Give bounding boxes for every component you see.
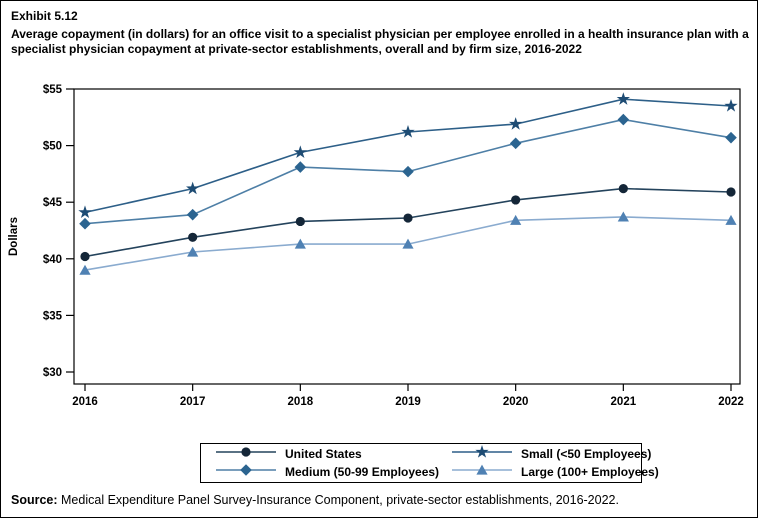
line-chart-svg: $30 $35 $40 $45 $50 $55 2016 2017 2018 2019 2020 20… <box>8 84 744 408</box>
y-axis-tick-label: $40 <box>43 254 62 266</box>
diamond-marker <box>402 165 414 178</box>
legend-item-large-firms: Large (100+ Employees) <box>451 464 659 480</box>
star-marker <box>293 145 307 159</box>
y-axis-tick-label: $45 <box>43 197 63 209</box>
star-marker <box>475 444 489 458</box>
legend-item-united-states: United States <box>215 446 451 462</box>
legend-label: Small (<50 Employees) <box>521 447 652 461</box>
circle-marker <box>618 184 628 194</box>
x-axis-tick-label: 2022 <box>718 396 744 408</box>
triangle-marker <box>79 264 91 275</box>
y-axis-tick-label: $50 <box>43 141 62 153</box>
triangle-marker <box>725 214 737 225</box>
y-axis-tick-label: $30 <box>43 367 62 379</box>
chart-area: $30 $35 $40 $45 $50 $55 2016 2017 2018 2019 2020 20… <box>1 81 757 426</box>
circle-marker <box>80 251 90 262</box>
star-marker <box>509 117 523 130</box>
x-axis-tick-label: 2019 <box>395 396 421 408</box>
circle-marker <box>295 216 305 227</box>
legend-marker <box>475 444 489 458</box>
circle-marker <box>188 232 198 242</box>
y-axis-tick-label: $55 <box>43 84 63 96</box>
series-star <box>78 92 738 219</box>
diamond-marker <box>725 131 737 144</box>
circle-marker <box>403 213 413 223</box>
diamond-marker <box>240 463 252 476</box>
chart-title: Average copayment (in dollars) for an of… <box>11 26 749 57</box>
x-axis-tick-label: 2018 <box>288 396 314 408</box>
circle-marker <box>511 195 521 205</box>
triangle-marker-icon <box>451 463 513 482</box>
diamond-marker <box>79 217 91 230</box>
legend-item-medium-firms: Medium (50-99 Employees) <box>215 463 451 482</box>
circle-marker-icon <box>215 445 277 464</box>
legend-marker <box>241 446 251 457</box>
legend-box: United States Small (<50 Employees) Medi… <box>200 443 659 483</box>
x-axis-tick-label: 2021 <box>611 396 637 408</box>
star-marker <box>724 98 738 112</box>
source-text: Medical Expenditure Panel Survey-Insuran… <box>57 493 619 507</box>
x-axis-tick-label: 2017 <box>180 396 206 408</box>
diamond-marker <box>509 137 522 150</box>
star-marker <box>78 205 92 219</box>
legend-label: Large (100+ Employees) <box>521 465 659 479</box>
series-triangle <box>79 211 737 275</box>
title-block: Exhibit 5.12 Average copayment (in dolla… <box>11 9 753 58</box>
circle-marker <box>241 446 251 457</box>
legend-marker <box>476 464 488 475</box>
triangle-marker <box>617 211 629 222</box>
series-circle <box>80 184 736 262</box>
triangle-marker <box>187 246 199 257</box>
star-marker <box>401 125 415 138</box>
triangle-marker <box>476 464 488 475</box>
star-marker <box>616 92 630 105</box>
y-axis-tick-label: $35 <box>43 310 63 322</box>
star-marker <box>186 181 200 195</box>
legend-label: United States <box>285 447 362 461</box>
diamond-marker-icon <box>215 463 277 482</box>
diamond-marker <box>294 161 307 173</box>
series-diamond <box>79 113 737 230</box>
legend-marker <box>240 463 252 476</box>
diamond-marker <box>186 208 199 221</box>
legend-label: Medium (50-99 Employees) <box>285 465 440 479</box>
series-line <box>84 98 732 214</box>
diamond-marker <box>617 113 630 126</box>
star-marker-icon <box>451 444 513 464</box>
x-axis-tick-label: 2016 <box>72 396 98 408</box>
triangle-marker <box>402 238 414 249</box>
triangle-marker <box>510 214 522 225</box>
circle-marker <box>726 187 736 197</box>
source-note: Source: Medical Expenditure Panel Survey… <box>11 493 753 507</box>
source-label: Source: <box>11 493 58 507</box>
exhibit-label: Exhibit 5.12 <box>11 9 78 23</box>
y-axis-title: Dollars <box>8 217 20 256</box>
plot-frame <box>73 88 741 385</box>
legend-item-small-firms: Small (<50 Employees) <box>451 444 659 464</box>
x-axis-tick-label: 2020 <box>503 396 529 408</box>
triangle-marker <box>294 238 306 249</box>
